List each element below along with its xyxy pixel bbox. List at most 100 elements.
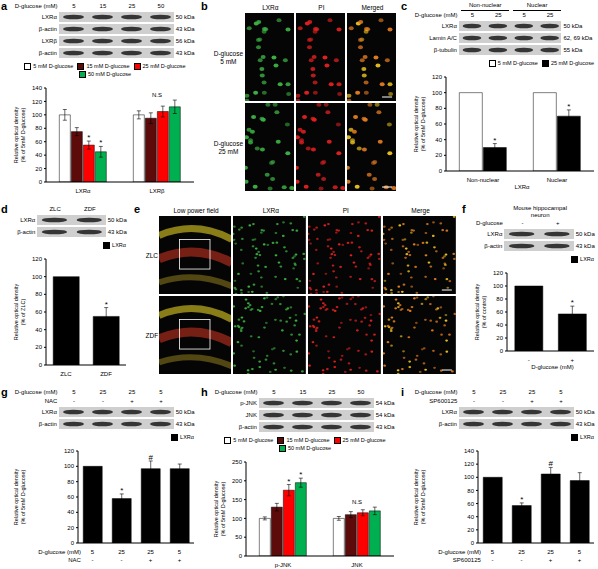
- svg-text:-: -: [121, 557, 123, 563]
- svg-text:Relative optical density(% of: Relative optical density(% of 5mM D-gluc…: [13, 107, 26, 164]
- svg-text:60: 60: [67, 494, 74, 500]
- svg-text:*: *: [99, 138, 102, 147]
- svg-text:SP600125: SP600125: [453, 557, 482, 563]
- svg-text:120: 120: [464, 461, 475, 467]
- svg-text:-: -: [492, 557, 494, 563]
- svg-text:20: 20: [35, 344, 42, 350]
- svg-text:100: 100: [232, 516, 243, 522]
- svg-text:ZDF: ZDF: [100, 371, 112, 377]
- svg-text:5: 5: [91, 549, 95, 555]
- svg-text:150: 150: [232, 497, 243, 503]
- svg-text:N.S: N.S: [152, 92, 162, 98]
- svg-text:250: 250: [232, 459, 243, 465]
- svg-text:120: 120: [432, 74, 443, 80]
- svg-text:*: *: [520, 495, 523, 504]
- svg-text:20: 20: [467, 527, 474, 533]
- svg-text:Relative optical density(% of: Relative optical density(% of control): [474, 284, 487, 341]
- svg-text:50: 50: [235, 534, 242, 540]
- svg-text:N.S: N.S: [352, 499, 362, 505]
- svg-text:*: *: [105, 300, 108, 309]
- svg-text:*: *: [571, 298, 574, 307]
- svg-text:0: 0: [39, 362, 43, 368]
- svg-text:60: 60: [435, 121, 442, 127]
- svg-text:60: 60: [467, 501, 474, 507]
- svg-text:80: 80: [35, 125, 42, 131]
- svg-text:Relative optical density(% of: Relative optical density(% of 5mM D-gluc…: [213, 481, 226, 538]
- svg-text:40: 40: [496, 322, 503, 328]
- svg-text:*: *: [299, 470, 302, 479]
- svg-text:80: 80: [496, 296, 503, 302]
- svg-text:80: 80: [35, 291, 42, 297]
- svg-text:140: 140: [464, 448, 475, 454]
- svg-text:-: -: [521, 557, 523, 563]
- svg-text:80: 80: [67, 479, 74, 485]
- svg-text:80: 80: [467, 488, 474, 494]
- svg-text:40: 40: [467, 514, 474, 520]
- svg-text:0: 0: [239, 553, 243, 559]
- svg-text:*: *: [87, 133, 90, 142]
- svg-text:NAC: NAC: [68, 557, 81, 563]
- svg-text:80: 80: [435, 105, 442, 111]
- svg-text:0: 0: [39, 179, 43, 185]
- svg-text:25: 25: [118, 549, 125, 555]
- svg-text:JNK: JNK: [351, 562, 362, 568]
- svg-text:40: 40: [67, 509, 74, 515]
- svg-text:+: +: [549, 557, 553, 563]
- svg-text:25: 25: [547, 549, 554, 555]
- svg-text:*: *: [287, 477, 290, 486]
- svg-text:Nuclear: Nuclear: [547, 177, 568, 183]
- svg-text:0: 0: [439, 168, 443, 174]
- svg-text:200: 200: [232, 478, 243, 484]
- svg-text:120: 120: [32, 256, 43, 262]
- svg-text:Relative optical density(% of: Relative optical density(% of 5mM D-gluc…: [13, 469, 26, 526]
- svg-text:100: 100: [464, 474, 475, 480]
- svg-text:120: 120: [64, 448, 75, 454]
- svg-text:100: 100: [32, 112, 43, 118]
- svg-text:40: 40: [435, 137, 442, 143]
- svg-text:25: 25: [147, 549, 154, 555]
- svg-text:5: 5: [578, 549, 582, 555]
- svg-text:#: #: [548, 459, 553, 468]
- svg-text:Relative optical density(% of: Relative optical density(% of ZLC): [13, 284, 26, 341]
- svg-text:*: *: [493, 136, 496, 145]
- svg-text:#: #: [148, 453, 153, 462]
- svg-text:Non-nuclear: Non-nuclear: [467, 177, 500, 183]
- svg-text:100: 100: [64, 463, 75, 469]
- svg-text:D-glucose (mM): D-glucose (mM): [38, 549, 81, 555]
- svg-text:40: 40: [35, 152, 42, 158]
- svg-text:*: *: [567, 102, 570, 111]
- svg-text:0: 0: [471, 540, 475, 546]
- svg-text:20: 20: [435, 152, 442, 158]
- svg-text:+: +: [178, 557, 182, 563]
- svg-text:20: 20: [496, 335, 503, 341]
- svg-text:-: -: [528, 357, 530, 363]
- svg-text:Relative optical density(% of: Relative optical density(% of 5mM D-gluc…: [413, 469, 426, 526]
- svg-text:60: 60: [496, 309, 503, 315]
- svg-text:LXRβ: LXRβ: [149, 188, 165, 194]
- svg-text:*: *: [120, 486, 123, 495]
- svg-text:120: 120: [493, 270, 504, 276]
- svg-text:40: 40: [35, 327, 42, 333]
- svg-text:20: 20: [35, 166, 42, 172]
- svg-text:140: 140: [32, 85, 43, 91]
- svg-text:0: 0: [71, 540, 75, 546]
- svg-text:100: 100: [432, 90, 443, 96]
- svg-text:ZLC: ZLC: [60, 371, 72, 377]
- svg-text:D-glucose (mM): D-glucose (mM): [438, 549, 481, 555]
- svg-text:5: 5: [178, 549, 182, 555]
- svg-text:+: +: [570, 357, 574, 363]
- svg-text:20: 20: [67, 525, 74, 531]
- svg-text:+: +: [578, 557, 582, 563]
- svg-text:+: +: [149, 557, 153, 563]
- svg-text:p-JNK: p-JNK: [275, 562, 292, 568]
- svg-text:60: 60: [35, 139, 42, 145]
- svg-text:25: 25: [518, 549, 525, 555]
- svg-text:Relative optical density(% of: Relative optical density(% of 5mM D-gluc…: [413, 96, 426, 153]
- svg-text:LXRα: LXRα: [75, 188, 91, 194]
- svg-text:120: 120: [32, 99, 43, 105]
- svg-text:5: 5: [491, 549, 495, 555]
- svg-text:0: 0: [500, 348, 504, 354]
- svg-text:60: 60: [35, 309, 42, 315]
- svg-text:100: 100: [32, 274, 43, 280]
- svg-text:100: 100: [493, 283, 504, 289]
